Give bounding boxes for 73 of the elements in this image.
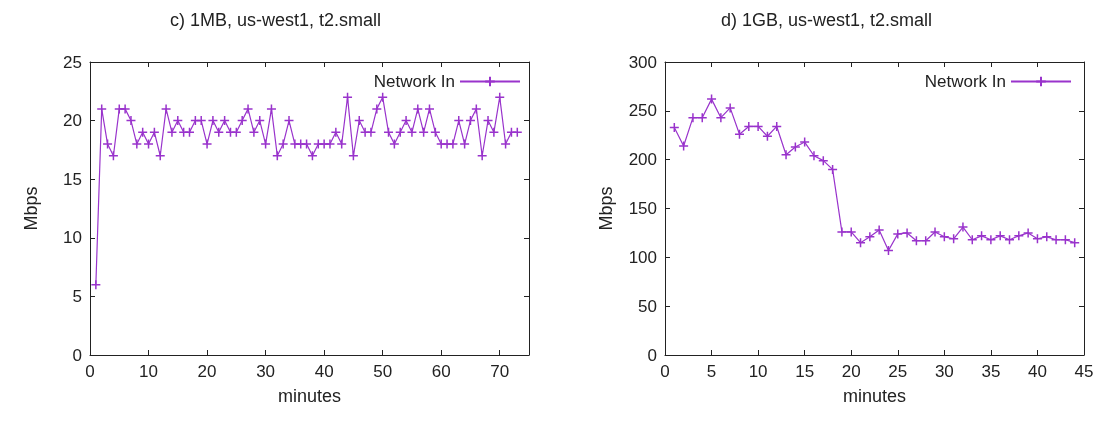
- y-tick-label: 10: [63, 228, 82, 248]
- point: [678, 140, 689, 152]
- point: [929, 226, 941, 238]
- legend-label: Network In: [924, 72, 1006, 91]
- point: [967, 234, 978, 245]
- x-tick-label: 20: [197, 362, 217, 381]
- point: [1022, 227, 1034, 239]
- point: [780, 149, 792, 161]
- x-tick-label: 0: [85, 362, 95, 381]
- point: [1032, 233, 1043, 245]
- point: [762, 130, 773, 142]
- point: [994, 230, 1006, 242]
- y-axis-title: Mbps: [21, 186, 41, 231]
- y-tick-label: 250: [628, 101, 657, 121]
- y-tick-label: 25: [63, 52, 82, 72]
- x-tick-label: 45: [1074, 362, 1094, 381]
- y-tick-label: 200: [628, 150, 657, 170]
- point: [715, 112, 727, 123]
- x-tick-label: 50: [373, 362, 393, 381]
- y-axis-title: Mbps: [596, 186, 616, 231]
- point: [696, 112, 708, 123]
- chart-title: d) 1GB, us-west1, t2.small: [720, 10, 933, 30]
- y-tick-label: 0: [72, 345, 82, 365]
- point: [1013, 230, 1025, 242]
- point: [901, 227, 913, 239]
- point: [1060, 234, 1071, 245]
- x-tick-label: 25: [888, 362, 908, 381]
- point: [864, 231, 876, 243]
- x-tick-label: 70: [490, 362, 510, 381]
- x-tick-label: 0: [660, 362, 670, 381]
- y-tick-label: 0: [647, 345, 657, 365]
- x-tick-label: 40: [1027, 362, 1047, 381]
- point: [845, 226, 857, 238]
- x-tick-label: 15: [795, 362, 815, 381]
- x-tick-label: 35: [981, 362, 1001, 381]
- y-tick-label: 300: [628, 52, 657, 72]
- point: [743, 121, 755, 132]
- point: [808, 150, 820, 162]
- y-tick-label: 150: [628, 199, 657, 218]
- chart-title: c) 1MB, us-west1, t2.small: [169, 10, 382, 30]
- point: [799, 136, 810, 148]
- point: [1004, 234, 1015, 245]
- x-tick-label: 30: [934, 362, 954, 381]
- y-tick-label: 100: [628, 247, 657, 267]
- x-tick-label: 30: [256, 362, 276, 381]
- y-tick-label: 20: [63, 111, 82, 131]
- x-tick-label: 10: [748, 362, 768, 381]
- point: [948, 233, 959, 245]
- point: [1041, 231, 1053, 243]
- point: [976, 230, 987, 242]
- x-axis-title: minutes: [842, 386, 907, 406]
- y-tick-label: 50: [638, 296, 657, 316]
- x-axis-title: minutes: [277, 386, 342, 406]
- point: [873, 224, 885, 236]
- x-tick-label: 40: [314, 362, 334, 381]
- x-tick-label: 20: [841, 362, 861, 381]
- x-tick-label: 60: [431, 362, 451, 381]
- point: [985, 234, 997, 245]
- x-tick-label: 5: [706, 362, 717, 381]
- point: [752, 121, 764, 132]
- point: [687, 112, 699, 123]
- point: [836, 226, 848, 238]
- point: [724, 102, 736, 114]
- x-tick-label: 10: [139, 362, 158, 381]
- point: [957, 221, 969, 233]
- point: [706, 93, 717, 105]
- point: [939, 231, 950, 243]
- point: [892, 228, 904, 240]
- y-tick-label: 15: [63, 169, 82, 189]
- point: [1050, 234, 1062, 245]
- legend-label: Network In: [373, 72, 455, 91]
- y-tick-label: 5: [72, 286, 82, 306]
- point: [790, 141, 801, 153]
